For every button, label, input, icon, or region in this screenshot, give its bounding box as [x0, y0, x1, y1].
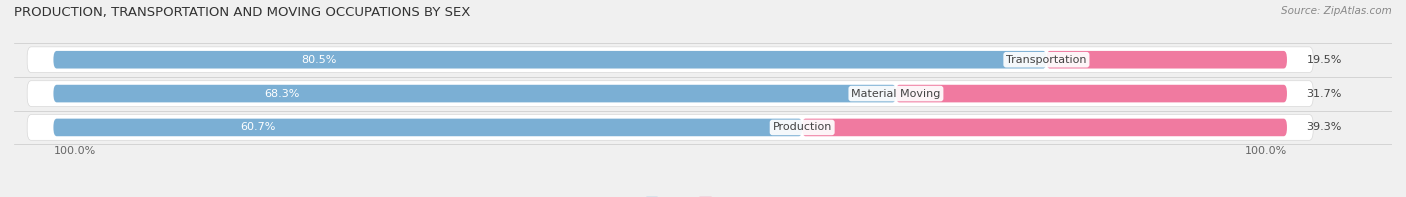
- Text: 39.3%: 39.3%: [1306, 122, 1341, 132]
- FancyBboxPatch shape: [27, 47, 1313, 72]
- Legend: Male, Female: Male, Female: [644, 195, 762, 197]
- Text: 68.3%: 68.3%: [264, 89, 299, 98]
- Text: Production: Production: [772, 122, 832, 132]
- Text: Source: ZipAtlas.com: Source: ZipAtlas.com: [1281, 6, 1392, 16]
- FancyBboxPatch shape: [896, 85, 1286, 102]
- Text: Transportation: Transportation: [1007, 55, 1087, 65]
- Text: 60.7%: 60.7%: [240, 122, 276, 132]
- FancyBboxPatch shape: [1046, 51, 1286, 69]
- FancyBboxPatch shape: [803, 119, 1286, 136]
- FancyBboxPatch shape: [53, 119, 803, 136]
- Text: 19.5%: 19.5%: [1306, 55, 1341, 65]
- FancyBboxPatch shape: [27, 115, 1313, 140]
- Text: 80.5%: 80.5%: [302, 55, 337, 65]
- Text: 31.7%: 31.7%: [1306, 89, 1341, 98]
- FancyBboxPatch shape: [53, 51, 1046, 69]
- Text: PRODUCTION, TRANSPORTATION AND MOVING OCCUPATIONS BY SEX: PRODUCTION, TRANSPORTATION AND MOVING OC…: [14, 6, 471, 19]
- Text: 100.0%: 100.0%: [1244, 146, 1286, 156]
- FancyBboxPatch shape: [27, 81, 1313, 106]
- Text: Material Moving: Material Moving: [851, 89, 941, 98]
- FancyBboxPatch shape: [53, 85, 896, 102]
- Text: 100.0%: 100.0%: [53, 146, 96, 156]
